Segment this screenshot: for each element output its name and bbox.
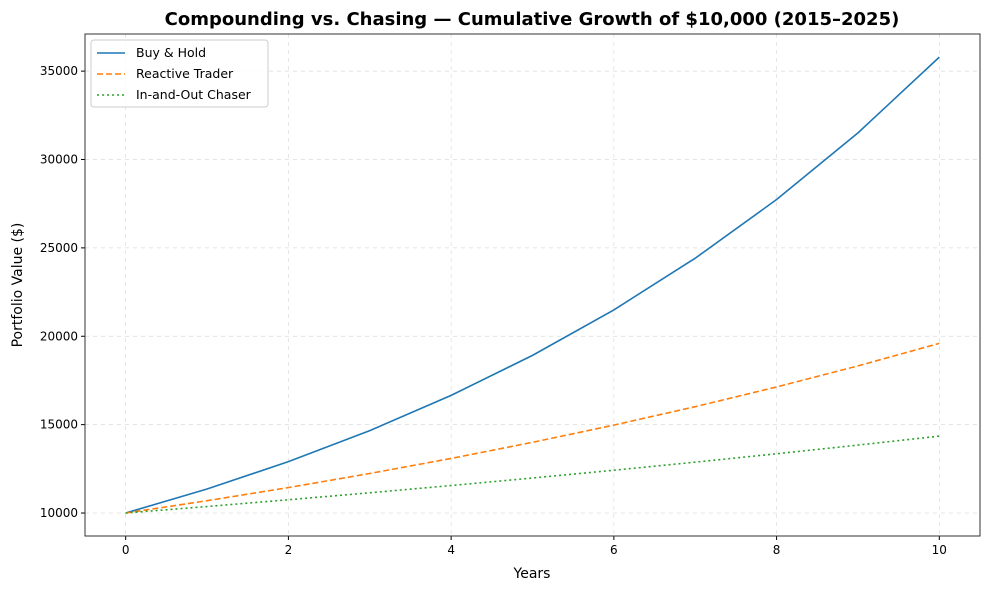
legend-box	[90, 39, 269, 108]
x-tick-label: 0	[122, 543, 130, 557]
x-tick-label: 10	[932, 543, 947, 557]
plot-frame	[84, 33, 981, 537]
series-line-in-and-out-chaser	[125, 435, 940, 514]
x-tick-label: 6	[610, 543, 618, 557]
legend-label: Buy & Hold	[136, 45, 206, 60]
series-line-buy-hold	[125, 56, 940, 514]
y-tick-label: 20000	[40, 329, 78, 343]
y-tick-label: 15000	[40, 418, 78, 432]
legend-label: Reactive Trader	[136, 66, 234, 81]
chart-title: Compounding vs. Chasing — Cumulative Gro…	[165, 9, 900, 30]
x-tick-label: 4	[447, 543, 455, 557]
x-axis-label: Years	[513, 566, 551, 582]
y-tick-label: 10000	[40, 506, 78, 520]
x-tick-label: 2	[285, 543, 293, 557]
y-tick-label: 35000	[40, 64, 78, 78]
x-tick-label: 8	[773, 543, 781, 557]
legend-label: In-and-Out Chaser	[136, 87, 252, 102]
y-tick-label: 30000	[40, 153, 78, 167]
series-line-reactive-trader	[125, 342, 940, 514]
y-tick-label: 25000	[40, 241, 78, 255]
legend: Buy & Hold Reactive Trader In-and-Out Chas…	[90, 39, 269, 108]
y-axis-label: Portfolio Value ($)	[10, 223, 26, 348]
